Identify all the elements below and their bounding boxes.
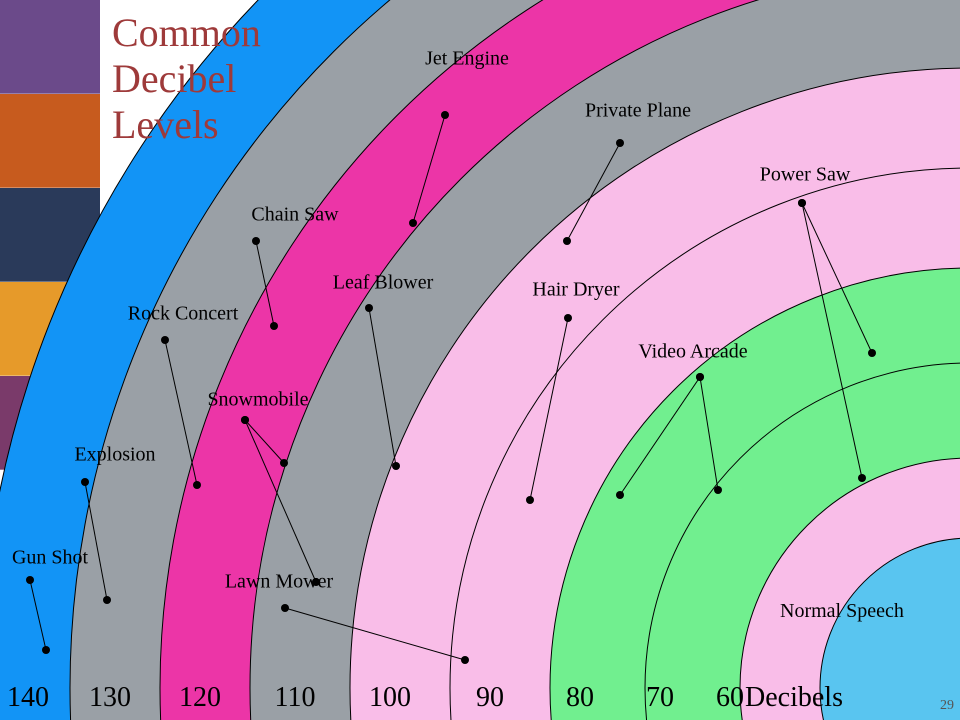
- callout-dot: [241, 416, 249, 424]
- sound-source-label: Power Saw: [760, 164, 851, 187]
- callout-dot: [564, 314, 572, 322]
- callout-dot: [409, 219, 417, 227]
- decibel-tick-label: 120: [179, 682, 221, 714]
- callout-dot: [26, 576, 34, 584]
- decibel-tick-label: 140: [7, 682, 49, 714]
- callout-dot: [441, 111, 449, 119]
- callout-dot: [103, 596, 111, 604]
- callout-dot: [868, 349, 876, 357]
- decibel-tick-label: 60: [716, 682, 744, 714]
- normal-speech-label: Normal Speech: [780, 600, 904, 623]
- callout-dot: [858, 474, 866, 482]
- decibel-tick-label: 70: [646, 682, 674, 714]
- sound-source-label: Rock Concert: [128, 303, 239, 326]
- callout-dot: [281, 604, 289, 612]
- sound-source-label: Hair Dryer: [532, 279, 619, 302]
- decibel-tick-label: 80: [566, 682, 594, 714]
- decibel-tick-label: 100: [369, 682, 411, 714]
- decibel-tick-label: 130: [89, 682, 131, 714]
- callout-dot: [526, 496, 534, 504]
- callout-dot: [696, 373, 704, 381]
- callout-dot: [280, 459, 288, 467]
- callout-dot: [81, 478, 89, 486]
- sound-source-label: Explosion: [74, 444, 155, 467]
- callout-dot: [193, 481, 201, 489]
- decibel-axis-label: Decibels: [745, 682, 843, 714]
- callout-dot: [392, 462, 400, 470]
- callout-dot: [365, 304, 373, 312]
- decibel-tick-label: 110: [275, 682, 316, 714]
- callout-dot: [616, 491, 624, 499]
- sound-source-label: Jet Engine: [425, 48, 509, 71]
- decibel-tick-label: 90: [476, 682, 504, 714]
- sound-source-label: Snowmobile: [207, 389, 308, 412]
- slide-number: 29: [940, 698, 954, 714]
- slide-title: CommonDecibelLevels: [112, 10, 261, 148]
- sound-source-label: Private Plane: [585, 100, 691, 123]
- sound-source-label: Chain Saw: [251, 204, 338, 227]
- callout-dot: [161, 336, 169, 344]
- callout-dot: [270, 322, 278, 330]
- callout-dot: [252, 237, 260, 245]
- sound-source-label: Lawn Mower: [225, 571, 333, 594]
- sound-source-label: Video Arcade: [638, 341, 747, 364]
- callout-dot: [616, 139, 624, 147]
- callout-dot: [563, 237, 571, 245]
- callout-dot: [714, 486, 722, 494]
- sound-source-label: Gun Shot: [12, 547, 88, 570]
- callout-dot: [798, 199, 806, 207]
- callout-dot: [42, 646, 50, 654]
- callout-dot: [461, 656, 469, 664]
- sound-source-label: Leaf Blower: [333, 272, 434, 295]
